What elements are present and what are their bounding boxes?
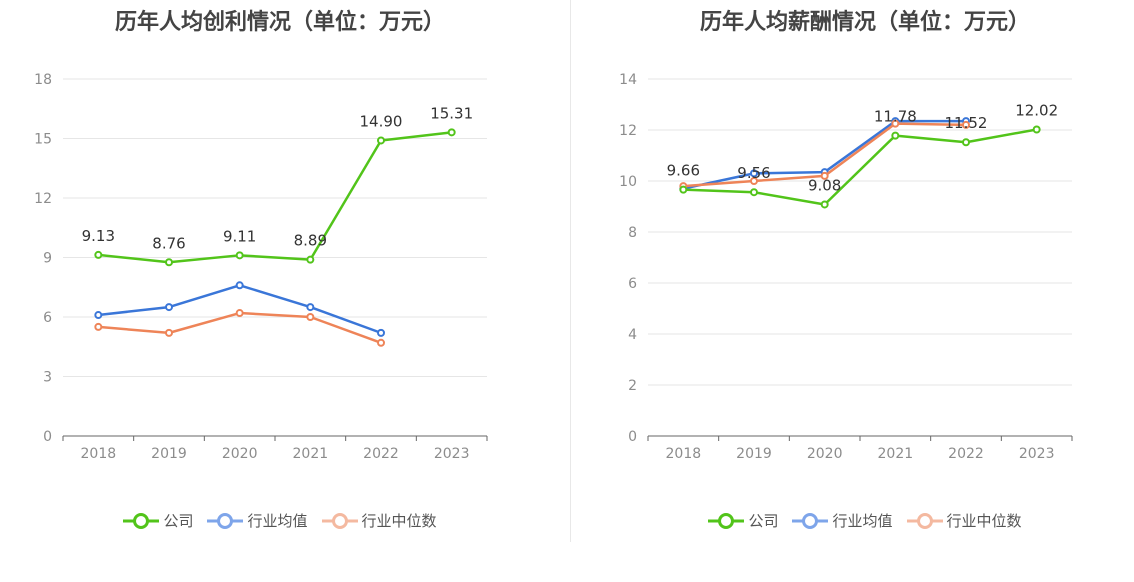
x-tick-label: 2021 [878, 446, 914, 462]
x-tick-label: 2023 [1019, 446, 1055, 462]
data-point-industry-average [165, 303, 173, 312]
data-point-company [962, 138, 970, 147]
data-point-industry-median [94, 322, 103, 331]
data-point-industry-median [235, 309, 244, 318]
y-tick-label: 2 [628, 378, 637, 394]
x-tick-label: 2019 [151, 446, 187, 462]
data-label: 8.89 [294, 232, 327, 250]
data-label: 8.76 [152, 234, 185, 252]
x-tick-label: 2022 [948, 446, 984, 462]
y-tick-label: 8 [628, 225, 637, 241]
data-point-industry-average [235, 281, 244, 290]
data-point-industry-median [377, 338, 385, 347]
data-point-company [1032, 125, 1041, 134]
legend-industry-average-icon [792, 512, 829, 529]
x-tick-label: 2023 [434, 446, 470, 462]
data-point-company [377, 136, 385, 145]
y-tick-label: 12 [619, 123, 637, 139]
x-tick-label: 2020 [222, 446, 258, 462]
legend-label: 公司 [748, 512, 779, 530]
y-tick-label: 12 [34, 191, 52, 207]
y-tick-label: 10 [619, 174, 637, 190]
y-tick-label: 0 [43, 429, 52, 445]
data-point-company [447, 128, 456, 137]
data-point-company [750, 188, 758, 197]
data-label: 9.08 [808, 176, 841, 194]
data-point-company [891, 131, 900, 140]
chart-legend: 公司 行业均值 行业中位数 [585, 510, 1134, 531]
data-label: 15.31 [430, 104, 473, 122]
y-tick-label: 14 [619, 72, 637, 88]
y-tick-label: 15 [34, 132, 52, 148]
chart-legend: 公司 行业均值 行业中位数 [0, 510, 560, 531]
profit-plot-area: 0 3 6 9 12 15 18 2018 2019 2020 2021 2022 2023 9.13 8.… [34, 72, 488, 462]
data-label: 14.90 [360, 112, 403, 130]
data-point-industry-median [750, 177, 758, 185]
data-label: 11.52 [945, 114, 988, 132]
salary-plot-area: 0 2 4 6 8 10 12 14 2018 2019 2020 2021 2022 2023 9.66 9… [619, 72, 1073, 462]
data-point-industry-median [820, 171, 829, 180]
legend-industry-median-icon [321, 512, 358, 529]
x-tick-label: 2018 [81, 446, 117, 462]
legend-label: 行业中位数 [946, 512, 1022, 530]
legend-item-company[interactable]: 公司 [123, 510, 193, 531]
legend-item-industry-median[interactable]: 行业中位数 [906, 510, 1022, 531]
legend-industry-median-icon [906, 512, 943, 529]
legend-label: 行业中位数 [361, 512, 437, 530]
data-label: 9.13 [82, 227, 115, 245]
series-line-company [683, 128, 1037, 206]
chart-title: 历年人均创利情况（单位：万元） [114, 10, 445, 35]
data-point-industry-median [962, 120, 970, 129]
data-point-industry-median [165, 328, 173, 337]
x-tick-label: 2020 [807, 446, 843, 462]
profit-per-capita-chart: 历年人均创利情况（单位：万元） 0 3 6 9 12 15 18 2018 2019 2020 20… [0, 0, 560, 582]
data-point-industry-median [891, 119, 900, 128]
y-tick-label: 0 [628, 429, 637, 445]
x-tick-label: 2018 [666, 446, 702, 462]
x-tick-label: 2019 [736, 446, 772, 462]
data-point-company [94, 250, 103, 259]
data-label: 9.11 [223, 227, 256, 245]
legend-company-icon [708, 512, 745, 529]
data-point-industry-average [94, 311, 103, 320]
data-point-industry-median [306, 313, 315, 321]
legend-item-industry-median[interactable]: 行业中位数 [321, 510, 437, 531]
legend-item-industry-average[interactable]: 行业均值 [792, 510, 893, 531]
y-tick-label: 6 [628, 276, 637, 292]
data-point-company [679, 185, 688, 194]
data-point-industry-average [377, 328, 385, 337]
y-tick-label: 18 [34, 72, 52, 88]
legend-industry-average-icon [207, 512, 244, 529]
y-tick-label: 9 [43, 251, 52, 267]
data-point-company [820, 200, 829, 209]
legend-label: 行业均值 [247, 512, 308, 530]
data-point-company [165, 258, 173, 267]
salary-per-capita-chart: 历年人均薪酬情况（单位：万元） 0 2 4 6 8 10 12 14 2018 2019 2020 2… [585, 0, 1134, 582]
y-tick-label: 4 [628, 327, 637, 343]
legend-item-company[interactable]: 公司 [708, 510, 778, 531]
legend-label: 公司 [163, 512, 194, 530]
data-point-company [306, 255, 315, 264]
panel-divider [570, 0, 571, 542]
data-label: 11.78 [874, 108, 917, 126]
legend-company-icon [123, 512, 160, 529]
data-point-industry-average [306, 303, 315, 312]
data-label: 12.02 [1015, 101, 1058, 119]
legend-label: 行业均值 [832, 512, 893, 530]
y-tick-label: 6 [43, 310, 52, 326]
legend-item-industry-average[interactable]: 行业均值 [207, 510, 308, 531]
x-tick-label: 2022 [363, 446, 399, 462]
data-label: 9.56 [737, 164, 770, 182]
data-point-industry-average [750, 169, 758, 178]
data-label: 9.66 [667, 162, 700, 180]
series-line-company [98, 131, 452, 264]
chart-title: 历年人均薪酬情况（单位：万元） [699, 10, 1030, 35]
y-tick-label: 3 [43, 370, 52, 386]
data-point-company [235, 251, 244, 260]
x-tick-label: 2021 [293, 446, 329, 462]
